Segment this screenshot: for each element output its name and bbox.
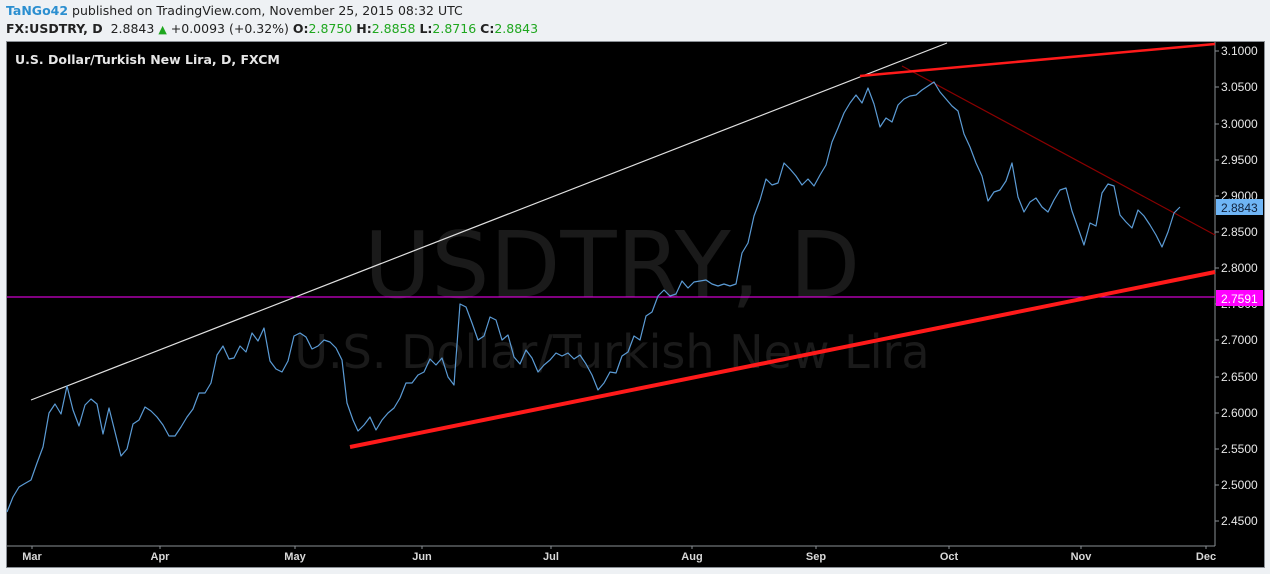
- time-scale[interactable]: [7, 547, 1215, 567]
- close-label: C:: [480, 21, 495, 36]
- svg-text:3.0500: 3.0500: [1221, 80, 1258, 94]
- symbol-label: FX:USDTRY, D: [6, 21, 103, 36]
- svg-text:Apr: Apr: [151, 551, 171, 563]
- high-label: H:: [356, 21, 372, 36]
- support-trendline[interactable]: [349, 270, 1216, 449]
- svg-text:3.1000: 3.1000: [1221, 44, 1258, 58]
- watermark-symbol: USDTRY, D: [364, 212, 860, 319]
- svg-text:2.4500: 2.4500: [1221, 514, 1258, 528]
- level-price-tag: [1216, 290, 1263, 306]
- low-label: L:: [419, 21, 433, 36]
- svg-text:Jun: Jun: [412, 551, 432, 563]
- svg-text:Sep: Sep: [806, 551, 826, 563]
- svg-text:3.0000: 3.0000: [1221, 117, 1258, 131]
- time-axis-labels: Mar Apr May Jun Jul Aug Sep Oct Nov Dec: [22, 551, 1216, 563]
- current-price-tag: [1216, 199, 1263, 215]
- level-price-tag-text: 2.7591: [1221, 292, 1258, 306]
- svg-text:Oct: Oct: [940, 551, 959, 563]
- downtrend-line[interactable]: [901, 65, 1216, 236]
- svg-text:Nov: Nov: [1071, 551, 1093, 563]
- watermark-name: U.S. Dollar/Turkish New Lira: [294, 325, 929, 379]
- svg-text:2.5000: 2.5000: [1221, 478, 1258, 492]
- time-axis-ticks: [31, 546, 1207, 549]
- svg-text:2.6500: 2.6500: [1221, 370, 1258, 384]
- price-change: +0.0093 (+0.32%): [170, 21, 289, 36]
- chart-legend: U.S. Dollar/Turkish New Lira, D, FXCM: [15, 52, 280, 67]
- price-axis-ticks: [1215, 50, 1219, 522]
- close-value: 2.8843: [494, 21, 539, 36]
- svg-text:Aug: Aug: [681, 551, 702, 563]
- ohlc-header: FX:USDTRY, D 2.8843 ▲ +0.0093 (+0.32%) O…: [6, 21, 538, 36]
- svg-text:2.7000: 2.7000: [1221, 333, 1258, 347]
- top-trendline[interactable]: [859, 42, 1216, 78]
- high-value: 2.8858: [371, 21, 416, 36]
- publish-header: TaNGo42 published on TradingView.com, No…: [6, 3, 463, 18]
- svg-text:2.8000: 2.8000: [1221, 261, 1258, 275]
- author-link[interactable]: TaNGo42: [6, 3, 69, 18]
- publish-info: published on TradingView.com, November 2…: [68, 3, 463, 18]
- low-value: 2.8716: [432, 21, 477, 36]
- last-price: 2.8843: [110, 21, 155, 36]
- svg-text:2.8500: 2.8500: [1221, 225, 1258, 239]
- price-line: [6, 81, 1181, 513]
- svg-text:2.6000: 2.6000: [1221, 406, 1258, 420]
- up-arrow-icon: ▲: [158, 23, 167, 36]
- open-value: 2.8750: [308, 21, 353, 36]
- upper-channel-trendline[interactable]: [30, 42, 948, 401]
- svg-text:Mar: Mar: [22, 551, 42, 563]
- open-label: O:: [292, 21, 309, 36]
- svg-text:Jul: Jul: [543, 551, 559, 563]
- svg-text:May: May: [284, 551, 306, 563]
- current-price-tag-text: 2.8843: [1221, 201, 1258, 215]
- svg-text:2.9500: 2.9500: [1221, 153, 1258, 167]
- svg-text:Dec: Dec: [1196, 551, 1216, 563]
- svg-text:2.5500: 2.5500: [1221, 442, 1258, 456]
